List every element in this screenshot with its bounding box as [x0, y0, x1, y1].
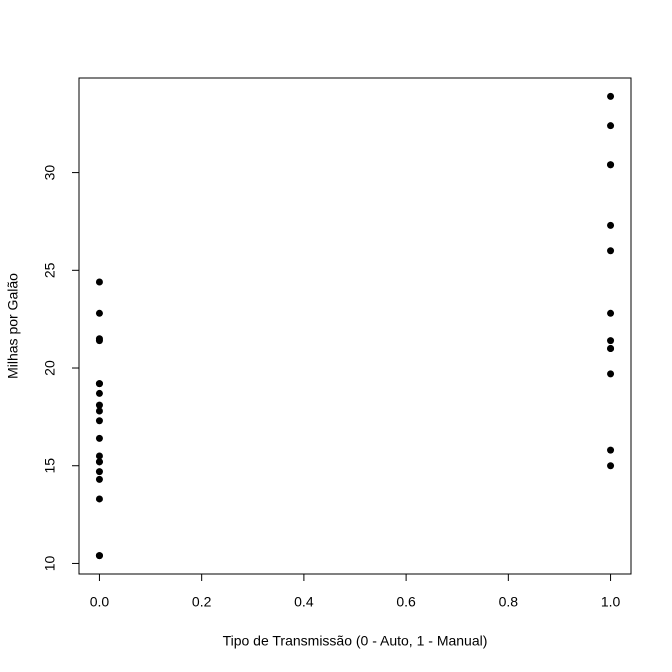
point — [95, 495, 103, 503]
point — [95, 407, 103, 415]
x-axis-title: Tipo de Transmissão (0 - Auto, 1 - Manua… — [223, 633, 488, 649]
point — [607, 309, 615, 317]
x-tick-label: 0.4 — [294, 594, 314, 610]
point — [607, 446, 615, 454]
point — [607, 337, 615, 345]
x-tick-label: 0.0 — [90, 594, 110, 610]
point — [607, 92, 615, 100]
point — [95, 401, 103, 409]
point — [95, 389, 103, 397]
point — [95, 309, 103, 317]
point — [607, 122, 615, 130]
y-tick-label: 25 — [42, 262, 58, 278]
point — [95, 458, 103, 466]
point — [95, 434, 103, 442]
point — [95, 417, 103, 425]
point — [95, 475, 103, 483]
x-tick-label: 0.6 — [396, 594, 416, 610]
point — [607, 344, 615, 352]
y-tick-label: 10 — [42, 555, 58, 571]
x-tick-label: 0.8 — [499, 594, 519, 610]
y-axis-title: Milhas por Galão — [5, 273, 21, 379]
point — [95, 380, 103, 388]
point — [607, 370, 615, 378]
point — [607, 247, 615, 255]
point — [607, 462, 615, 470]
y-tick-label: 15 — [42, 458, 58, 474]
point — [95, 335, 103, 343]
point — [95, 278, 103, 286]
y-tick-label: 20 — [42, 360, 58, 376]
point — [607, 221, 615, 229]
plot-box — [78, 77, 632, 575]
x-tick-label: 1.0 — [601, 594, 621, 610]
point — [607, 161, 615, 169]
x-tick-label: 0.2 — [192, 594, 212, 610]
y-tick-label: 30 — [42, 165, 58, 181]
point — [95, 552, 103, 560]
point — [95, 452, 103, 460]
point — [95, 468, 103, 476]
